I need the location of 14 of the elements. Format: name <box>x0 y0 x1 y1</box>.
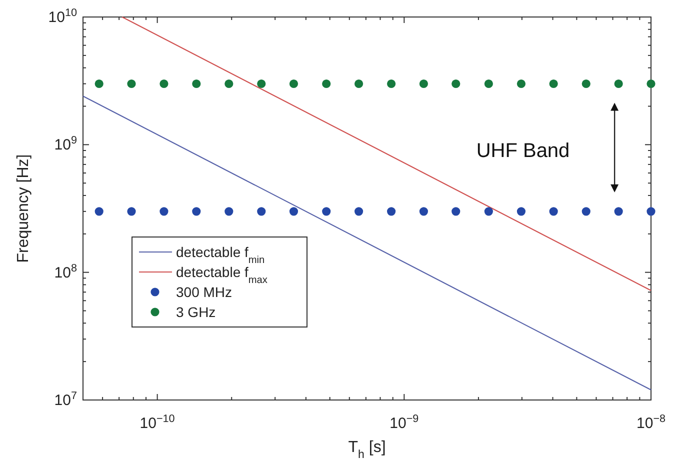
y-axis-title: Frequency [Hz] <box>15 154 32 263</box>
y-tick-label: 10$^{10}$ <box>48 7 77 26</box>
annotation: UHF Band <box>476 140 570 162</box>
y-tick-label: 10$^{8}$ <box>54 262 77 282</box>
legend-label: detectable f$_{min}$ <box>176 244 265 266</box>
x-tick-label: 10$^{−10}$ <box>140 413 175 432</box>
y-tick-label: 10$^{7}$ <box>54 390 77 409</box>
x-tick-label: 10$^{−8}$ <box>636 413 666 432</box>
y-tick-label: 10$^{9}$ <box>54 134 77 154</box>
legend-label: detectable f$_{max}$ <box>176 264 268 286</box>
x-tick-label: 10$^{−9}$ <box>390 413 419 432</box>
x-axis-title: T$_{h}$ [s] <box>348 439 386 461</box>
legend-label: 300 MHz <box>176 284 232 300</box>
legend-label: 3 GHz <box>176 304 216 320</box>
